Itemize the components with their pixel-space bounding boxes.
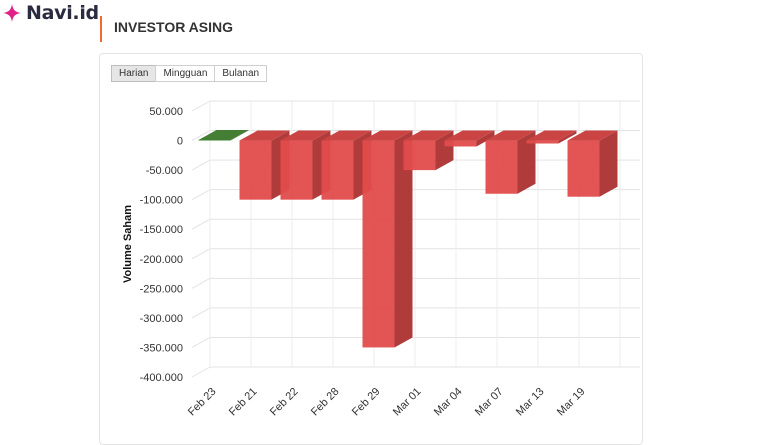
x-tick-label: Mar 01 bbox=[391, 386, 424, 419]
y-tick-label: -150.000 bbox=[140, 224, 183, 236]
bar bbox=[280, 140, 313, 200]
x-tick-label: Mar 13 bbox=[514, 386, 547, 419]
y-tick-label: -350.000 bbox=[140, 342, 183, 354]
y-tick-label: 50.000 bbox=[149, 106, 183, 118]
gridline-floor bbox=[191, 100, 211, 112]
x-tick-label: Mar 04 bbox=[432, 386, 465, 419]
tab-harian[interactable]: Harian bbox=[111, 65, 157, 82]
sparkle-icon bbox=[3, 4, 21, 22]
logo[interactable]: Navi.id bbox=[2, 0, 99, 26]
bar-side bbox=[599, 130, 618, 197]
gridline-floor bbox=[191, 130, 211, 141]
x-tick-label: Feb 23 bbox=[186, 386, 219, 419]
section-accent-bar bbox=[100, 16, 102, 42]
bar bbox=[526, 140, 559, 144]
gridline-floor bbox=[191, 189, 211, 201]
bar-top bbox=[280, 130, 331, 141]
x-tick-label: Mar 19 bbox=[555, 386, 588, 419]
period-tabs: Harian Mingguan Bulanan bbox=[111, 65, 268, 82]
bar-side bbox=[517, 130, 536, 194]
y-tick-label: -300.000 bbox=[140, 313, 183, 325]
y-tick-label: -400.000 bbox=[140, 372, 183, 384]
bar-top bbox=[567, 130, 618, 141]
bar-top bbox=[321, 130, 372, 141]
x-tick-label: Feb 21 bbox=[227, 386, 260, 419]
bar bbox=[198, 139, 231, 141]
bar bbox=[239, 140, 272, 200]
bar bbox=[403, 140, 436, 171]
y-tick-label: -100.000 bbox=[140, 195, 183, 207]
y-tick-label: -50.000 bbox=[146, 165, 183, 177]
bar-top bbox=[485, 130, 536, 141]
bar bbox=[362, 140, 395, 348]
x-tick-label: Feb 29 bbox=[350, 386, 383, 419]
bar-side bbox=[476, 130, 495, 147]
bar-top bbox=[362, 130, 413, 141]
gridline-floor bbox=[191, 218, 211, 230]
bar bbox=[321, 140, 354, 200]
gridline-floor bbox=[191, 337, 211, 348]
bar bbox=[485, 140, 518, 194]
gridline-floor bbox=[191, 366, 211, 378]
gridline-floor bbox=[191, 248, 211, 260]
bar-side bbox=[394, 130, 413, 348]
bar-side bbox=[558, 130, 577, 144]
bar bbox=[567, 140, 600, 197]
y-tick-label: -200.000 bbox=[140, 254, 183, 266]
bar-top bbox=[444, 130, 495, 141]
y-tick-label: 0 bbox=[177, 136, 183, 148]
bar bbox=[444, 140, 477, 147]
section-title: INVESTOR ASING bbox=[114, 19, 234, 35]
bar-top bbox=[198, 129, 249, 140]
gridline-floor bbox=[191, 277, 211, 289]
bar-top bbox=[403, 130, 454, 141]
bar-top bbox=[526, 130, 577, 141]
y-tick-label: -250.000 bbox=[140, 283, 183, 295]
x-tick-label: Feb 22 bbox=[268, 386, 301, 419]
brand-name: Navi.id bbox=[26, 2, 99, 24]
foreign-investor-volume-chart: 50.000 0 -50.000 -100.000 -150.000 -200.000 -2… bbox=[122, 100, 640, 419]
gridline-floor bbox=[191, 159, 211, 171]
tab-bulanan[interactable]: Bulanan bbox=[214, 65, 268, 82]
x-tick-label: Feb 28 bbox=[309, 386, 342, 419]
bar-side bbox=[230, 129, 249, 141]
x-tick-label: Mar 07 bbox=[473, 386, 506, 419]
gridline-floor bbox=[191, 307, 211, 319]
bar-top bbox=[239, 130, 290, 141]
y-axis-label: Volume Saham bbox=[122, 205, 134, 283]
